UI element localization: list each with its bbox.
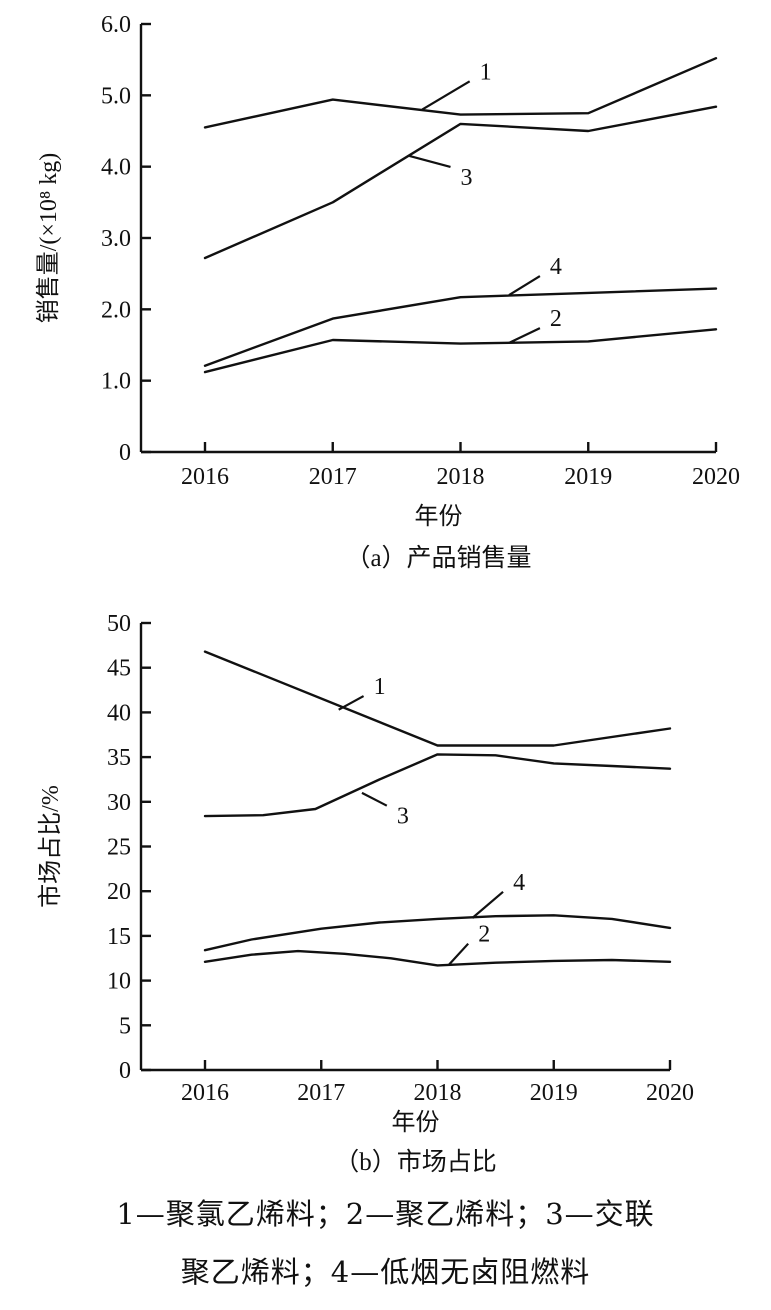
a-series-line-2 [203,328,718,374]
b-y-tick-label: 45 [107,656,131,682]
a-x-tick-label: 2017 [309,464,357,490]
b-series-line-2 [203,949,672,967]
a-y-tick-label: 0 [119,440,131,466]
a-leader-line-2 [508,327,541,344]
b-y-axis-title: 市场占比/% [37,785,64,908]
b-series-line-1 [203,650,672,747]
b-y-tick-label: 0 [119,1058,131,1084]
b-y-tick-label: 30 [107,790,131,816]
a-series-label-3: 3 [461,165,473,191]
b-y-tick-label: 40 [107,700,131,726]
b-y-tick-label: 50 [107,611,131,637]
a-series-line-1 [203,57,718,129]
b-series-label-4: 4 [513,870,525,896]
b-y-tick-label: 15 [107,924,131,950]
a-y-axis-title: 销售量/(×10⁸ kg) [35,153,62,324]
b-y-tick-label: 25 [107,835,131,861]
a-y-tick-label: 4.0 [101,155,131,181]
a-y-tick-label: 3.0 [101,226,131,252]
a-y-tick-label: 6.0 [101,12,131,38]
a-x-tick-label: 2016 [181,464,229,490]
b-series-line-3 [203,753,672,818]
a-series-label-2: 2 [550,306,562,332]
b-x-axis-title: 年份 [392,1109,440,1136]
a-leader-line-3 [409,154,451,168]
a-series-label-1: 1 [480,59,492,85]
a-x-tick-label: 2020 [692,464,740,490]
a-series-line-3 [203,105,718,260]
a-x-axis-title: 年份 [415,503,463,530]
b-leader-line-4 [471,890,504,919]
a-x-tick-label: 2018 [437,464,485,490]
a-x-tick-label: 2019 [564,464,612,490]
a-leader-line-1 [421,80,471,111]
legend-line-1: 1—聚氯乙烯料；2—聚乙烯料；3—交联 [116,1197,655,1231]
b-y-tick-label: 20 [107,879,131,905]
b-y-tick-label: 5 [119,1013,131,1039]
b-leader-line-2 [448,942,469,966]
b-leader-line-3 [361,791,388,807]
b-caption: （b）市场占比 [334,1148,497,1176]
a-y-tick-label: 5.0 [101,83,131,109]
a-leader-line-4 [508,275,541,297]
b-x-tick-label: 2016 [181,1080,229,1106]
a-caption: （a）产品销售量 [345,544,531,572]
b-series-label-3: 3 [397,804,409,830]
b-series-label-1: 1 [374,674,386,700]
a-y-tick-label: 1.0 [101,369,131,395]
chart-b-market-share: 0 5 10 15 20 25 30 35 40 45 50 2016 2017 2018 2019 2020… [37,611,694,1176]
b-leader-line-1 [338,695,365,711]
legend-line-2: 聚乙烯料；4—低烟无卤阻燃料 [180,1255,591,1289]
b-x-tick-label: 2017 [297,1080,345,1106]
b-y-tick-label: 35 [107,745,131,771]
b-series-label-2: 2 [478,922,490,948]
b-x-tick-label: 2019 [530,1080,578,1106]
a-series-line-4 [203,287,718,367]
b-x-tick-label: 2020 [646,1080,694,1106]
b-x-tick-label: 2018 [414,1080,462,1106]
chart-a-sales-volume: 0 1.0 2.0 3.0 4.0 5.0 6.0 2016 2017 2018 2019 2020 1… [35,12,740,572]
a-series-label-4: 4 [550,254,562,280]
b-y-tick-label: 10 [107,969,131,995]
a-y-tick-label: 2.0 [101,297,131,323]
b-series-line-4 [203,914,672,952]
